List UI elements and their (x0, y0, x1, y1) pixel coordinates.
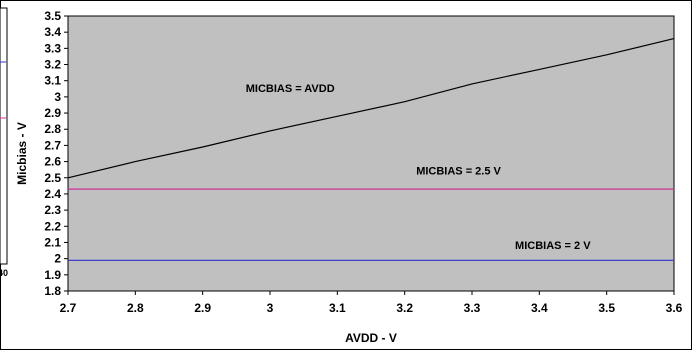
y-tick-label: 2.5 (44, 171, 61, 185)
y-tick-label: 2.9 (44, 106, 61, 120)
cropped-neighbor-chart: 40 (0, 7, 8, 278)
y-tick-label: 1.9 (44, 268, 61, 282)
series-annotation: MICBIAS = 2 V (515, 240, 591, 252)
y-tick-label: 2.3 (44, 203, 61, 217)
cropped-neighbor-plot (0, 7, 8, 265)
y-axis: 1.8 1.9 2 2.1 2.2 2.3 2.4 2.5 2.6 2.7 2.8 2.9 3 3.1 3.… (44, 9, 68, 298)
y-tick-label: 2.1 (44, 235, 61, 249)
x-tick-label: 2.9 (194, 301, 211, 315)
y-tick-label: 3 (54, 90, 61, 104)
series-layer (67, 38, 675, 261)
series-annotation: MICBIAS = 2.5 V (416, 166, 501, 178)
y-tick-label: 2.4 (44, 187, 61, 201)
x-tick-label: 3.5 (598, 301, 615, 315)
x-axis: 2.7 2.8 2.9 3 3.1 3.2 3.3 3.4 3.5 3.6 (60, 291, 683, 315)
x-tick-label: 3.6 (666, 301, 683, 315)
x-tick-label: 3.4 (531, 301, 548, 315)
y-axis-title: Micbias - V (15, 122, 29, 185)
y-tick-label: 3.4 (44, 25, 61, 39)
x-tick-label: 3.3 (464, 301, 481, 315)
y-tick-label: 3.2 (44, 58, 61, 72)
series-annotation: MICBIAS = AVDD (246, 83, 335, 95)
x-axis-title: AVDD - V (345, 331, 397, 345)
series-line-micbias-avdd (67, 38, 675, 179)
x-tick-label: 3.2 (396, 301, 413, 315)
x-tick-label: 2.7 (60, 301, 77, 315)
y-tick-label: 3.3 (44, 41, 61, 55)
y-tick-label: 2.6 (44, 155, 61, 169)
y-tick-label: 2 (54, 252, 61, 266)
y-tick-label: 2.8 (44, 122, 61, 136)
y-tick-label: 3.5 (44, 9, 61, 23)
annotation-layer: MICBIAS = AVDD MICBIAS = 2.5 V MICBIAS = 2… (246, 83, 591, 252)
y-tick-label: 3.1 (44, 74, 61, 88)
y-tick-label: 2.7 (44, 138, 61, 152)
cropped-neighbor-tick-label: 40 (0, 268, 8, 278)
y-tick-label: 1.8 (44, 284, 61, 298)
x-tick-label: 3.1 (329, 301, 346, 315)
x-tick-label: 3 (267, 301, 274, 315)
x-tick-label: 2.8 (127, 301, 144, 315)
y-tick-label: 2.2 (44, 219, 61, 233)
